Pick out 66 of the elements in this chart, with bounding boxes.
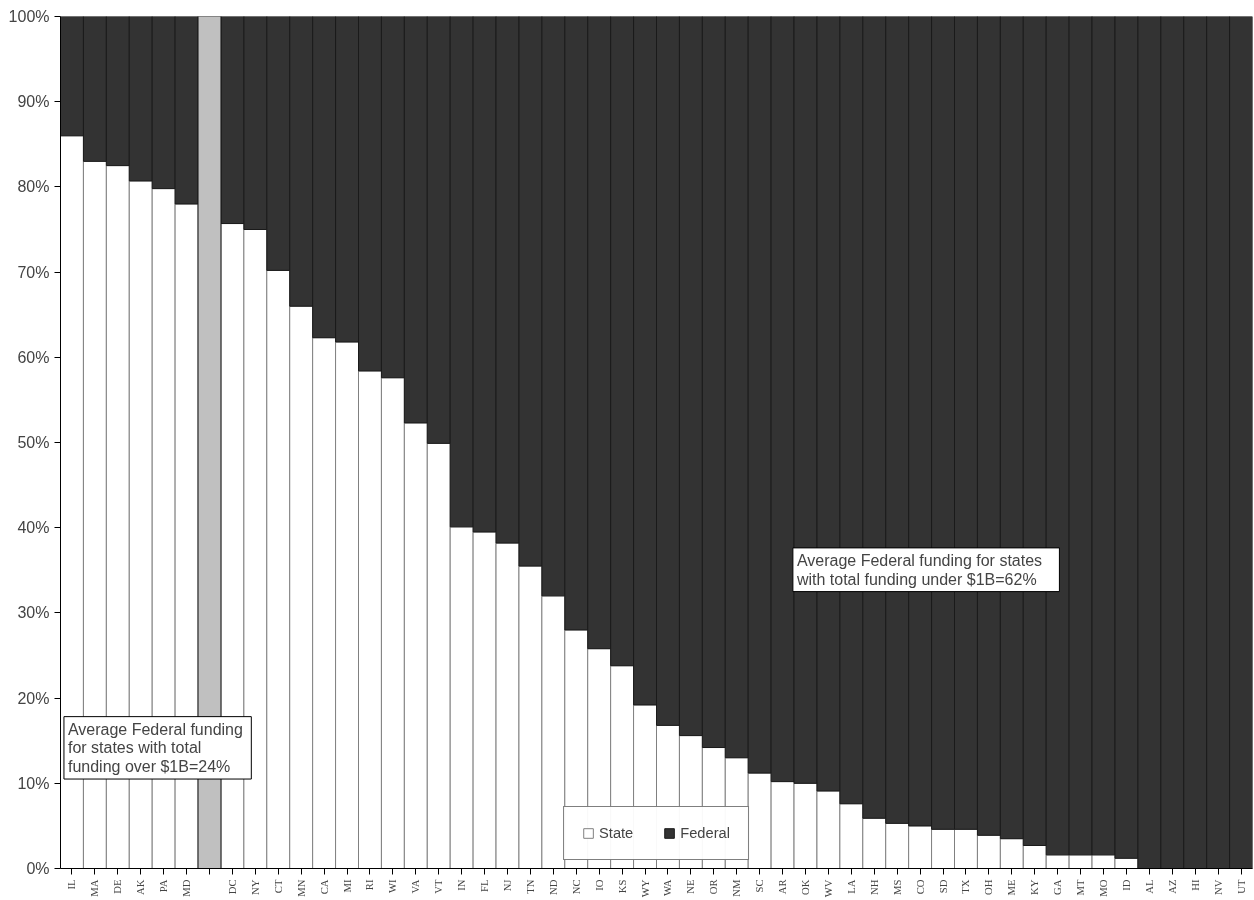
x-tick-label: PA [158,879,170,893]
y-tick-label: 10% [17,774,50,792]
x-tick-label: ME [1006,879,1018,896]
y-tick-label: 50% [17,434,50,451]
y-tick-label: 30% [17,604,50,622]
x-tick-label: AR [777,878,789,895]
x-tick-label: DC [226,879,238,895]
x-tick-label: MD [181,879,193,897]
x-tick-label: SD [937,879,949,894]
y-tick-label: 100% [8,8,50,25]
x-tick-label: NY [249,879,261,895]
x-tick-label: FL [479,879,491,892]
x-tick-label: UT [1235,879,1247,894]
x-tick-label: MN [295,879,307,897]
x-tick-label: NH [868,879,880,895]
x-tick-label: OR [708,878,720,895]
annotation: Average Federal funding for states with total funding under $1B=62% [795,551,1043,588]
x-tick-label: CO [914,879,926,895]
y-tick-label: 60% [17,348,50,366]
legend-label: State [599,825,634,841]
x-tick-label: IN [456,879,468,891]
x-tick-label: CT [272,879,284,894]
x-tick-label: MT [1075,879,1087,896]
x-tick-label: NV [1212,879,1224,895]
x-tick-label: WY [639,879,651,898]
x-tick-label: NM [731,878,743,897]
y-tick-label: 70% [17,263,50,281]
x-tick-label: WV [822,879,834,898]
x-tick-label: KY [1029,879,1041,895]
legend-label: Federal [680,825,730,841]
y-tick-label: 40% [17,519,50,537]
x-tick-label: ID [1120,879,1132,891]
y-tick-label: 80% [17,178,50,196]
x-tick-label: IL [66,879,78,890]
x-tick-label: HI [1189,879,1201,891]
x-tick-label: IO [593,879,605,891]
x-tick-label: CA [318,879,330,895]
x-tick-label: TX [960,879,972,894]
annotation: Average Federal funding for states with total funding over $1B=24% [67,720,243,776]
x-tick-label: GA [1052,879,1064,895]
x-tick-label: KS [616,879,628,894]
x-tick-label: AK [135,879,147,895]
x-tick-label: NE [685,879,697,894]
x-tick-label: DE [112,879,124,894]
x-tick-label: MS [891,879,903,895]
x-tick-label: SC [754,879,766,893]
y-tick-label: 0% [26,860,50,877]
x-tick-label: AZ [1166,879,1178,894]
x-tick-label: VA [410,879,422,894]
x-tick-label: MA [89,879,101,897]
x-tick-label: NJ [502,879,513,892]
x-tick-label: RI [364,879,376,891]
x-tick-label: OH [983,879,995,895]
x-tick-label: ND [547,879,559,895]
x-tick-label: OK [800,879,811,895]
y-tick-label: 90% [17,93,50,111]
x-tick-label: VT [433,879,445,894]
x-tick-label: LA [845,879,857,894]
x-tick-label: MI [341,879,353,893]
x-tick-label: MO [1098,879,1109,897]
x-tick-label: NC [570,879,582,895]
x-tick-label: WA [662,879,674,897]
x-tick-label: WI [387,879,399,894]
x-tick-label: TN [524,879,536,894]
y-tick-label: 20% [17,689,50,707]
x-tick-label: AL [1143,879,1155,894]
